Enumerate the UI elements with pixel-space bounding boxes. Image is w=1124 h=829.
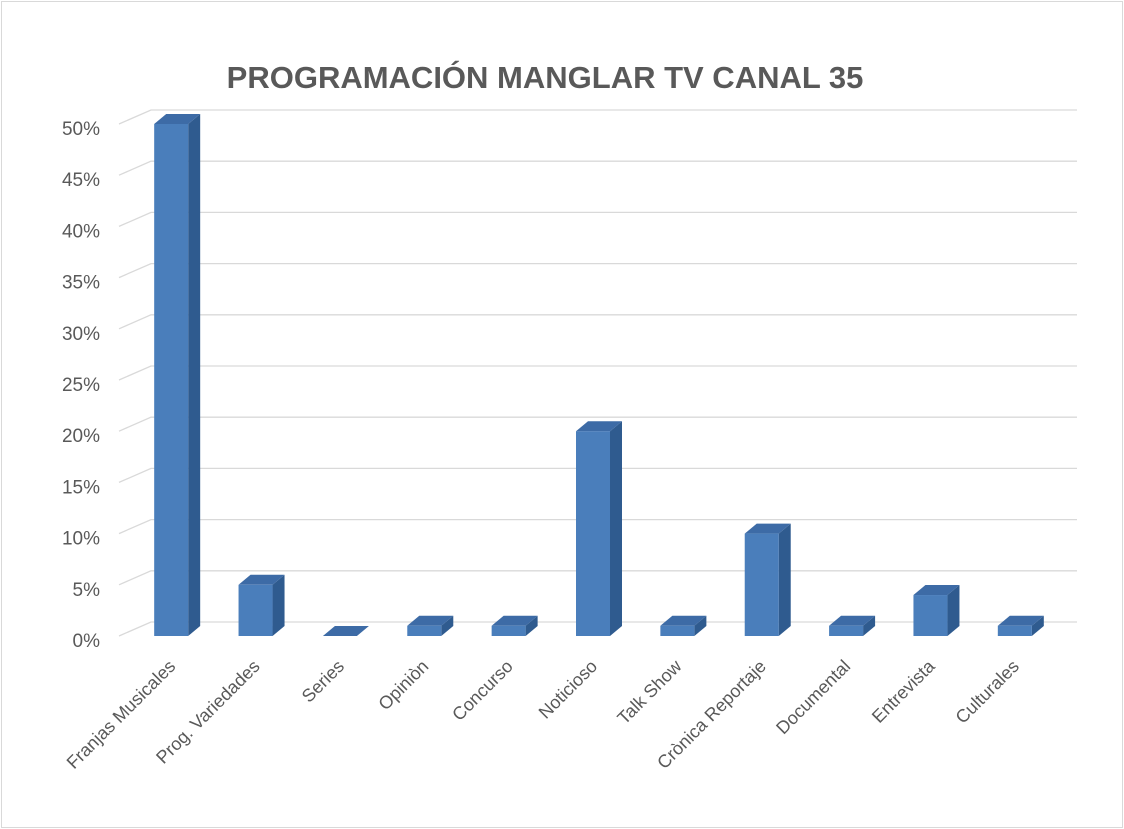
bar-side bbox=[610, 421, 622, 636]
bar bbox=[576, 431, 610, 636]
y-tick-label: 25% bbox=[62, 375, 100, 396]
y-tick-label: 50% bbox=[62, 119, 100, 140]
bar-top bbox=[576, 421, 622, 432]
bar-side bbox=[778, 523, 791, 636]
bar-side bbox=[272, 574, 285, 636]
bar bbox=[829, 625, 864, 636]
bar-top bbox=[491, 615, 538, 626]
bar-top bbox=[660, 615, 707, 626]
bar bbox=[660, 625, 695, 636]
y-tick-label: 40% bbox=[62, 221, 100, 242]
bar bbox=[997, 625, 1032, 636]
y-tick-label: 15% bbox=[62, 477, 100, 498]
grid-line bbox=[118, 365, 1077, 381]
grid-line bbox=[118, 467, 1077, 483]
y-tick-label: 0% bbox=[73, 631, 101, 652]
y-tick-label: 5% bbox=[73, 580, 101, 601]
bar-side bbox=[188, 114, 201, 636]
bar-side bbox=[441, 615, 454, 636]
bar bbox=[154, 124, 189, 636]
y-tick-label: 20% bbox=[62, 426, 100, 447]
bar-side bbox=[694, 615, 707, 636]
bar-top bbox=[829, 615, 876, 626]
bar-top bbox=[744, 523, 791, 534]
bar-side bbox=[863, 615, 876, 636]
bar bbox=[913, 595, 948, 636]
bar-side bbox=[525, 615, 538, 636]
y-tick-label: 35% bbox=[62, 273, 100, 294]
y-tick-label: 45% bbox=[62, 170, 100, 191]
bar-top bbox=[407, 615, 454, 626]
bar-top bbox=[997, 615, 1044, 626]
bar bbox=[491, 625, 526, 636]
bar-side bbox=[947, 585, 960, 636]
bar-side bbox=[1031, 615, 1044, 636]
grid-line bbox=[118, 518, 1077, 535]
bar bbox=[407, 625, 442, 636]
bar bbox=[238, 584, 273, 636]
grid-line bbox=[118, 262, 1077, 279]
grid-line bbox=[118, 160, 1077, 176]
grid-line bbox=[118, 416, 1077, 432]
chart-title: PROGRAMACIÓN MANGLAR TV CANAL 35 bbox=[227, 59, 864, 95]
bar-top bbox=[913, 585, 960, 596]
grid-line bbox=[118, 109, 1077, 125]
grid-line bbox=[118, 314, 1077, 330]
bar-top bbox=[238, 574, 285, 585]
bar-top bbox=[154, 114, 201, 124]
grid-line bbox=[118, 211, 1077, 227]
bar bbox=[744, 533, 779, 636]
y-tick-label: 30% bbox=[62, 324, 100, 345]
y-tick-label: 10% bbox=[62, 529, 100, 550]
bar-top bbox=[322, 626, 369, 636]
